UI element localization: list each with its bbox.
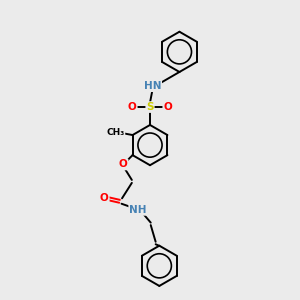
- Text: HN: HN: [144, 81, 161, 91]
- Text: NH: NH: [129, 205, 147, 215]
- Text: O: O: [163, 102, 172, 112]
- Text: O: O: [100, 193, 109, 202]
- Text: O: O: [128, 102, 137, 112]
- Text: CH₃: CH₃: [106, 128, 124, 137]
- Text: S: S: [146, 102, 154, 112]
- Text: O: O: [119, 160, 128, 170]
